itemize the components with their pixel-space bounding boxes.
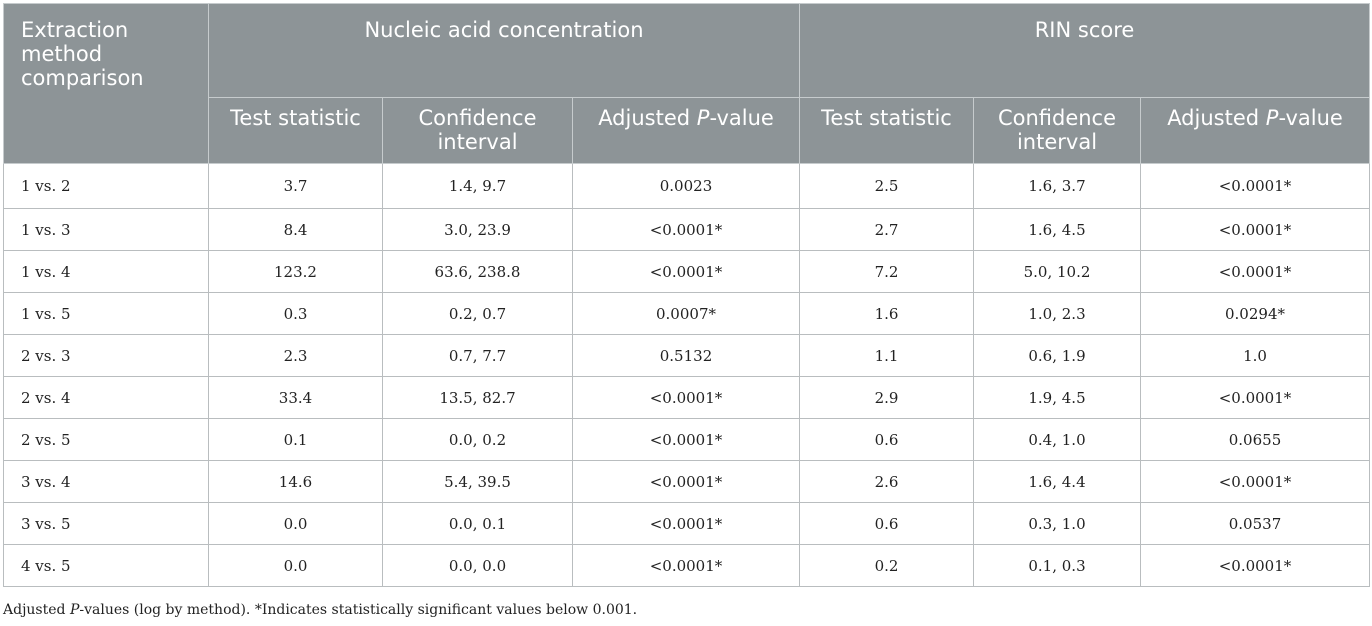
subheader-row: Test statistic Confidence interval Adjus… bbox=[4, 97, 1371, 164]
group-header-nucleic-acid: Nucleic acid concentration bbox=[208, 3, 800, 98]
table-row: 1 vs. 2 3.7 1.4, 9.7 0.0023 2.5 1.6, 3.7… bbox=[3, 163, 1371, 209]
comparison-table: Extraction method comparison Nucleic aci… bbox=[3, 3, 1371, 587]
nucleic-adjusted-p-value: <0.0001* bbox=[572, 376, 800, 419]
nucleic-confidence-interval: 5.4, 39.5 bbox=[382, 460, 573, 503]
nucleic-adjusted-p-value: <0.0001* bbox=[572, 544, 800, 587]
comparison-label: 2 vs. 4 bbox=[3, 376, 209, 419]
table-row: 2 vs. 5 0.1 0.0, 0.2 <0.0001* 0.6 0.4, 1… bbox=[3, 418, 1371, 461]
rin-test-statistic: 2.7 bbox=[799, 208, 974, 251]
rin-confidence-interval: 0.3, 1.0 bbox=[973, 502, 1141, 545]
table-row: 1 vs. 3 8.4 3.0, 23.9 <0.0001* 2.7 1.6, … bbox=[3, 208, 1371, 251]
comparison-label: 1 vs. 2 bbox=[3, 163, 209, 209]
group-header-row: Extraction method comparison Nucleic aci… bbox=[3, 3, 1371, 164]
rin-test-statistic: 7.2 bbox=[799, 250, 974, 293]
nucleic-test-statistic: 0.0 bbox=[208, 502, 383, 545]
rin-adjusted-p-value: <0.0001* bbox=[1139, 544, 1371, 587]
rin-confidence-interval: 0.4, 1.0 bbox=[973, 418, 1141, 461]
rin-confidence-interval: 1.0, 2.3 bbox=[973, 292, 1141, 335]
nucleic-test-statistic: 123.2 bbox=[208, 250, 383, 293]
comparison-label: 1 vs. 4 bbox=[3, 250, 209, 293]
rin-test-statistic: 1.1 bbox=[799, 334, 974, 377]
nucleic-adjusted-p-value: <0.0001* bbox=[572, 418, 800, 461]
rin-confidence-interval: 5.0, 10.2 bbox=[973, 250, 1141, 293]
nucleic-adjusted-p-value: 0.0023 bbox=[572, 163, 800, 209]
rin-confidence-interval: 1.6, 3.7 bbox=[973, 163, 1141, 209]
nucleic-confidence-interval: 63.6, 238.8 bbox=[382, 250, 573, 293]
nucleic-confidence-interval: 0.0, 0.0 bbox=[382, 544, 573, 587]
rin-test-statistic: 0.2 bbox=[799, 544, 974, 587]
nucleic-test-statistic: 0.3 bbox=[208, 292, 383, 335]
rin-adjusted-p-value: <0.0001* bbox=[1139, 460, 1371, 503]
rin-adjusted-p-value: 0.0655 bbox=[1139, 418, 1371, 461]
rin-confidence-interval: 0.6, 1.9 bbox=[973, 334, 1141, 377]
nucleic-test-statistic: 0.1 bbox=[208, 418, 383, 461]
nucleic-confidence-interval: 1.4, 9.7 bbox=[382, 163, 573, 209]
comparison-label: 3 vs. 4 bbox=[3, 460, 209, 503]
nucleic-test-statistic: 3.7 bbox=[208, 163, 383, 209]
nucleic-test-statistic: 0.0 bbox=[208, 544, 383, 587]
rin-adjusted-p-value: 0.0537 bbox=[1139, 502, 1371, 545]
nucleic-adjusted-p-value: <0.0001* bbox=[572, 502, 800, 545]
rin-adjusted-p-value: <0.0001* bbox=[1139, 208, 1371, 251]
nucleic-adjusted-p-value: 0.0007* bbox=[572, 292, 800, 335]
table-row: 3 vs. 5 0.0 0.0, 0.1 <0.0001* 0.6 0.3, 1… bbox=[3, 502, 1371, 545]
table-row: 1 vs. 5 0.3 0.2, 0.7 0.0007* 1.6 1.0, 2.… bbox=[3, 292, 1371, 335]
rin-adjusted-p-value: 1.0 bbox=[1139, 334, 1371, 377]
subheader-adjusted-p-value: Adjusted P-value bbox=[572, 97, 800, 164]
comparison-label: 3 vs. 5 bbox=[3, 502, 209, 545]
comparison-label: 2 vs. 3 bbox=[3, 334, 209, 377]
nucleic-confidence-interval: 13.5, 82.7 bbox=[382, 376, 573, 419]
rin-test-statistic: 2.5 bbox=[799, 163, 974, 209]
row-header-cell: Extraction method comparison bbox=[3, 3, 209, 164]
rin-confidence-interval: 1.6, 4.4 bbox=[973, 460, 1141, 503]
rin-test-statistic: 0.6 bbox=[799, 418, 974, 461]
rin-confidence-interval: 0.1, 0.3 bbox=[973, 544, 1141, 587]
nucleic-test-statistic: 33.4 bbox=[208, 376, 383, 419]
rin-test-statistic: 0.6 bbox=[799, 502, 974, 545]
nucleic-test-statistic: 14.6 bbox=[208, 460, 383, 503]
rin-confidence-interval: 1.9, 4.5 bbox=[973, 376, 1141, 419]
table-row: 4 vs. 5 0.0 0.0, 0.0 <0.0001* 0.2 0.1, 0… bbox=[3, 544, 1371, 587]
nucleic-test-statistic: 2.3 bbox=[208, 334, 383, 377]
comparison-label: 4 vs. 5 bbox=[3, 544, 209, 587]
nucleic-confidence-interval: 3.0, 23.9 bbox=[382, 208, 573, 251]
rin-adjusted-p-value: 0.0294* bbox=[1139, 292, 1371, 335]
subheader-adjusted-p-value: Adjusted P-value bbox=[1139, 97, 1371, 164]
nucleic-adjusted-p-value: 0.5132 bbox=[572, 334, 800, 377]
rin-confidence-interval: 1.6, 4.5 bbox=[973, 208, 1141, 251]
rin-test-statistic: 2.9 bbox=[799, 376, 974, 419]
rin-adjusted-p-value: <0.0001* bbox=[1139, 250, 1371, 293]
comparison-label: 1 vs. 3 bbox=[3, 208, 209, 251]
nucleic-confidence-interval: 0.0, 0.1 bbox=[382, 502, 573, 545]
table-row: 1 vs. 4 123.2 63.6, 238.8 <0.0001* 7.2 5… bbox=[3, 250, 1371, 293]
nucleic-confidence-interval: 0.2, 0.7 bbox=[382, 292, 573, 335]
rin-test-statistic: 2.6 bbox=[799, 460, 974, 503]
nucleic-confidence-interval: 0.7, 7.7 bbox=[382, 334, 573, 377]
table-row: 2 vs. 4 33.4 13.5, 82.7 <0.0001* 2.9 1.9… bbox=[3, 376, 1371, 419]
table-footnote: Adjusted P-values (log by method). *Indi… bbox=[3, 602, 638, 618]
subheader-confidence-interval: Confidence interval bbox=[973, 97, 1141, 164]
group-header-rin-score: RIN score bbox=[798, 3, 1371, 98]
nucleic-adjusted-p-value: <0.0001* bbox=[572, 250, 800, 293]
nucleic-adjusted-p-value: <0.0001* bbox=[572, 460, 800, 503]
rin-adjusted-p-value: <0.0001* bbox=[1139, 163, 1371, 209]
nucleic-confidence-interval: 0.0, 0.2 bbox=[382, 418, 573, 461]
table-row: 2 vs. 3 2.3 0.7, 7.7 0.5132 1.1 0.6, 1.9… bbox=[3, 334, 1371, 377]
subheader-test-statistic: Test statistic bbox=[208, 97, 383, 164]
subheader-test-statistic: Test statistic bbox=[799, 97, 974, 164]
nucleic-test-statistic: 8.4 bbox=[208, 208, 383, 251]
rin-adjusted-p-value: <0.0001* bbox=[1139, 376, 1371, 419]
comparison-label: 2 vs. 5 bbox=[3, 418, 209, 461]
rin-test-statistic: 1.6 bbox=[799, 292, 974, 335]
subheader-confidence-interval: Confidence interval bbox=[382, 97, 573, 164]
nucleic-adjusted-p-value: <0.0001* bbox=[572, 208, 800, 251]
comparison-label: 1 vs. 5 bbox=[3, 292, 209, 335]
table-row: 3 vs. 4 14.6 5.4, 39.5 <0.0001* 2.6 1.6,… bbox=[3, 460, 1371, 503]
